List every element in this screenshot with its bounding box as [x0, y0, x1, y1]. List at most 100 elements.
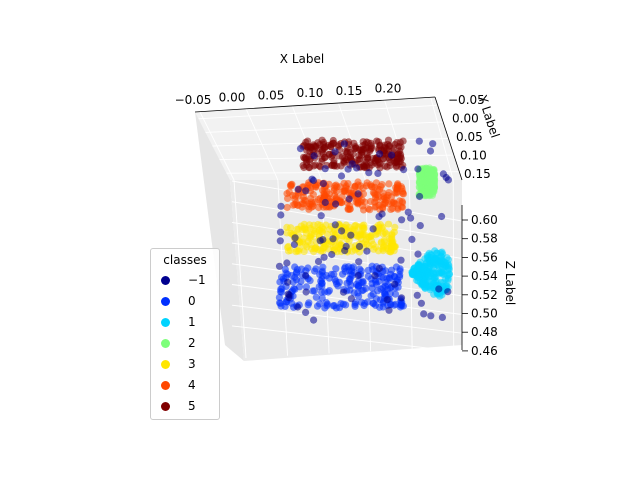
data-point: [312, 161, 319, 168]
data-point: [365, 205, 372, 212]
data-point: [356, 265, 363, 272]
data-point: [365, 169, 372, 176]
data-point: [332, 221, 339, 228]
data-point: [297, 145, 304, 152]
data-point: [347, 232, 354, 239]
data-point: [295, 186, 302, 193]
data-point: [388, 152, 395, 159]
data-point: [320, 244, 327, 251]
data-point: [299, 226, 306, 233]
data-point: [320, 180, 327, 187]
data-point: [355, 223, 362, 230]
data-point: [375, 138, 382, 145]
data-point: [315, 204, 322, 211]
data-point: [370, 225, 377, 232]
data-point: [328, 271, 335, 278]
data-point: [376, 150, 383, 157]
data-point: [310, 317, 317, 324]
data-point: [380, 193, 387, 200]
data-point: [340, 301, 347, 308]
legend-label: 2: [188, 336, 196, 350]
data-point: [397, 257, 404, 264]
data-point: [405, 209, 412, 216]
data-point: [302, 309, 309, 316]
data-point: [296, 283, 303, 290]
data-point: [282, 303, 289, 310]
data-point: [321, 304, 328, 311]
z-tick-label: 0.56: [471, 250, 498, 264]
legend-item: 2: [161, 334, 196, 352]
z-tick-label: 0.46: [471, 344, 498, 358]
legend-marker: [161, 381, 170, 390]
data-point: [354, 178, 361, 185]
data-point: [356, 243, 363, 250]
z-tick-label: 0.50: [471, 307, 498, 321]
data-point: [330, 157, 337, 164]
data-point: [421, 272, 428, 279]
data-point: [321, 145, 328, 152]
data-point: [391, 224, 398, 231]
data-point: [284, 279, 291, 286]
data-point: [428, 167, 435, 174]
data-point: [440, 170, 447, 177]
data-point: [400, 190, 407, 197]
data-point: [385, 180, 392, 187]
data-point: [430, 188, 437, 195]
data-point: [369, 300, 376, 307]
data-point: [338, 162, 345, 169]
data-point: [313, 294, 320, 301]
data-point: [387, 290, 394, 297]
legend-item: 3: [161, 355, 196, 373]
data-point: [316, 283, 323, 290]
data-point: [427, 147, 434, 154]
data-point: [361, 302, 368, 309]
data-point: [353, 196, 360, 203]
data-point: [417, 222, 424, 229]
data-point: [377, 296, 384, 303]
z-axis-label: Z Label: [503, 261, 517, 305]
data-point: [355, 190, 362, 197]
data-point: [386, 159, 393, 166]
data-point: [388, 230, 395, 237]
data-point: [423, 188, 430, 195]
data-point: [315, 258, 322, 265]
legend-marker: [161, 360, 170, 369]
legend-label: −1: [188, 273, 206, 287]
legend-marker: [161, 318, 170, 327]
data-point: [444, 288, 451, 295]
data-point: [305, 164, 312, 171]
x-tick-label: 0.20: [375, 82, 402, 96]
data-point: [300, 235, 307, 242]
data-point: [435, 285, 442, 292]
data-point: [368, 161, 375, 168]
x-tick-label: −0.05: [175, 93, 212, 107]
data-point: [380, 243, 387, 250]
data-point: [391, 281, 398, 288]
data-point: [322, 199, 329, 206]
data-point: [420, 279, 427, 286]
data-point: [333, 194, 340, 201]
data-point: [371, 184, 378, 191]
data-point: [358, 279, 365, 286]
data-point: [388, 243, 395, 250]
data-point: [305, 301, 312, 308]
legend-label: 0: [188, 294, 196, 308]
data-point: [277, 203, 284, 210]
z-tick-label: 0.54: [471, 269, 498, 283]
legend-label: 4: [188, 378, 196, 392]
data-point: [308, 241, 315, 248]
data-point: [319, 264, 326, 271]
data-point: [440, 267, 447, 274]
data-point: [301, 248, 308, 255]
data-point: [385, 221, 392, 228]
data-point: [363, 248, 370, 255]
data-point: [384, 275, 391, 282]
legend-label: 3: [188, 357, 196, 371]
data-point: [277, 237, 284, 244]
data-point: [418, 300, 425, 307]
data-point: [338, 227, 345, 234]
data-point: [304, 264, 311, 271]
data-point: [277, 229, 284, 236]
